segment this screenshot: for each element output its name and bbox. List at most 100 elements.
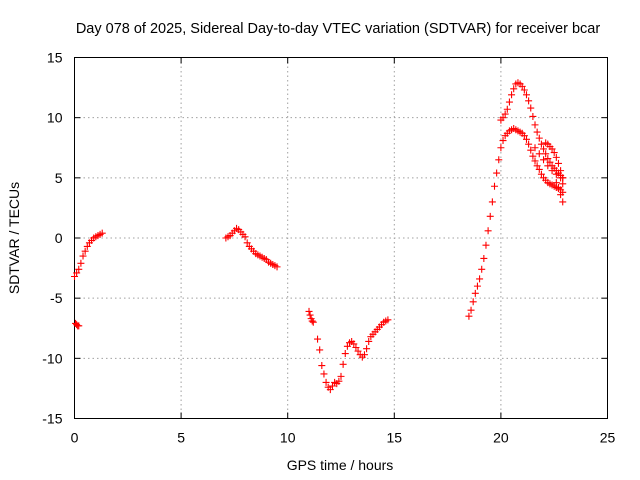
data-point (559, 174, 567, 182)
series-segment-2 (72, 319, 83, 330)
data-point (308, 317, 316, 325)
data-point (337, 372, 345, 380)
data-point (559, 180, 567, 188)
data-point (529, 112, 537, 120)
data-point (491, 182, 499, 190)
data-point (540, 156, 548, 164)
x-axis-label: GPS time / hours (287, 457, 394, 473)
data-point (505, 98, 513, 106)
data-point (497, 144, 505, 152)
series-segment-10 (552, 179, 567, 206)
data-point (525, 97, 533, 105)
data-point (352, 344, 360, 352)
data-point (544, 155, 552, 163)
data-points (71, 79, 567, 394)
data-point (510, 85, 518, 93)
x-tick-label: 15 (387, 430, 403, 446)
data-point (525, 140, 533, 148)
data-point (71, 273, 78, 281)
data-point (537, 170, 545, 178)
series-segment-6 (465, 124, 567, 320)
data-point (501, 110, 509, 118)
data-point (529, 152, 537, 160)
data-point (318, 362, 326, 370)
data-point (81, 247, 89, 255)
data-point (548, 167, 556, 175)
series-segment-7 (497, 79, 567, 182)
y-tick-label: 0 (55, 230, 63, 246)
data-point (316, 346, 324, 354)
data-point (482, 241, 490, 249)
data-point (480, 254, 488, 262)
data-point (552, 179, 560, 187)
data-point (527, 146, 535, 154)
data-point (241, 233, 249, 241)
data-point (335, 377, 343, 385)
data-point (73, 269, 81, 277)
data-point (544, 162, 552, 170)
data-point (557, 191, 565, 199)
data-point (503, 105, 511, 113)
data-point (467, 306, 475, 314)
data-point (550, 149, 558, 157)
series-segment-1 (71, 229, 106, 281)
data-point (322, 378, 330, 386)
data-point (546, 158, 554, 166)
x-tick-label: 10 (280, 430, 296, 446)
data-point (83, 242, 91, 250)
x-tick-label: 20 (493, 430, 509, 446)
data-point (486, 212, 494, 220)
data-point (559, 198, 567, 206)
data-point (554, 159, 562, 167)
data-point (354, 347, 362, 355)
data-point (499, 114, 507, 122)
data-point (542, 150, 550, 158)
data-point (465, 312, 473, 320)
data-point (495, 156, 503, 164)
x-tick-label: 0 (71, 430, 79, 446)
y-tick-label: -10 (42, 350, 62, 366)
series-segment-9 (542, 139, 567, 182)
data-point (350, 340, 358, 348)
data-point (320, 370, 328, 378)
y-tick-label: 10 (47, 110, 63, 126)
data-point (363, 345, 371, 353)
data-point (79, 252, 87, 260)
data-point (535, 150, 543, 158)
data-point (473, 282, 481, 290)
data-point (533, 128, 541, 136)
x-tick-label: 5 (177, 430, 185, 446)
data-point (535, 165, 543, 173)
data-point (554, 183, 562, 191)
data-point (520, 132, 528, 140)
data-point (522, 91, 530, 99)
data-point (535, 134, 543, 142)
data-point (469, 298, 477, 306)
plot-frame (74, 57, 608, 419)
data-point (75, 322, 83, 330)
data-point (476, 275, 484, 283)
data-point (518, 82, 526, 90)
tick-labels: 0 5 10 15 20 25 -15 -10 -5 0 5 10 15 (42, 50, 615, 446)
data-point (552, 153, 560, 161)
data-point (527, 104, 535, 112)
data-point (273, 263, 281, 271)
data-point (531, 144, 539, 152)
y-tick-label: -15 (42, 411, 62, 427)
data-point (522, 135, 530, 143)
data-point (360, 351, 368, 359)
data-point (488, 198, 496, 206)
data-point (314, 335, 322, 343)
grid-lines (74, 57, 608, 419)
data-point (326, 386, 334, 394)
data-point (478, 265, 486, 273)
y-tick-label: 15 (47, 50, 63, 66)
data-point (557, 167, 565, 175)
data-point (384, 316, 392, 324)
data-point (531, 157, 539, 165)
y-tick-label: -5 (50, 290, 63, 306)
data-point (309, 318, 317, 326)
data-point (98, 229, 106, 237)
x-tick-label: 25 (600, 430, 616, 446)
